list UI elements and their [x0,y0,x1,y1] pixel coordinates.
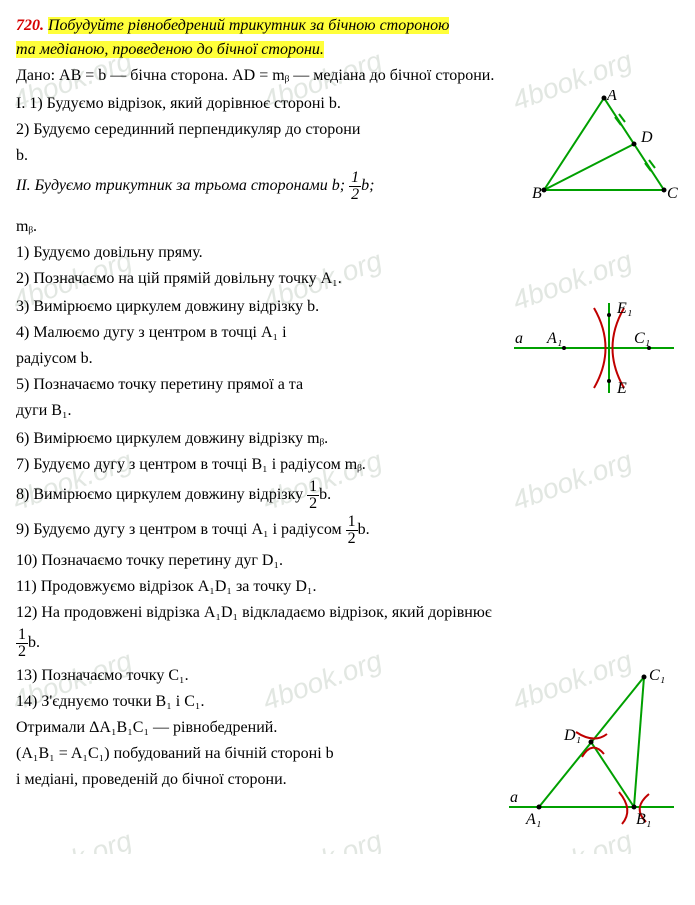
p2-s12a: 12) На продовжені відрізка A₁D₁ відклада… [16,601,679,625]
p2-s5b: дуги B₁. [16,399,503,423]
p2-s7: 7) Будуємо дугу з центром в точці B₁ і р… [16,453,679,477]
p2-s8: 8) Вимірюємо циркулем довжину відрізку 1… [16,479,679,512]
figure-2: a A₁ C₁ E₁ E [509,293,679,411]
figure-3: a A₁ B₁ C₁ D₁ [504,662,679,840]
p2-s9: 9) Будуємо дугу з центром в точці A₁ і р… [16,514,679,547]
fig2-E1: E₁ [616,300,632,317]
fig1-D: D [640,129,653,146]
p2-s4a: 4) Малюємо дугу з центром в точці A₁ і [16,321,503,345]
p2-heading-b: b; [361,177,374,194]
p2-s2: 2) Позначаємо на цій прямій довільну точ… [16,267,679,291]
p2-s8b: b. [319,486,331,503]
p2-res2: (A₁B₁ = A₁C₁) побудований на бічній стор… [16,742,498,766]
p1-step2b: b. [16,144,523,168]
fig3-C1: C₁ [649,667,665,684]
fig3-A1: A₁ [525,811,541,828]
fig1-C: C [667,185,678,202]
p2-s4b: радіусом b. [16,347,503,371]
p2-s14: 14) З'єднуємо точки B₁ і C₁. [16,690,498,714]
p2-s8a: 8) Вимірюємо циркулем довжину відрізку [16,486,307,503]
p2-s9b: b. [358,521,370,538]
p2-res1: Отримали ΔA₁B₁C₁ — рівнобедрений. [16,716,498,740]
p1-step1: I. 1) Будуємо відрізок, який дорівнює ст… [16,92,523,116]
fig3-a: a [510,789,518,806]
p2-s10: 10) Позначаємо точку перетину дуг D₁. [16,549,679,573]
problem-title-1: Побудуйте рівнобедрений трикутник за біч… [48,17,449,34]
p2-mb: mᵦ. [16,215,679,239]
p2-s11: 11) Продовжуємо відрізок A₁D₁ за точку D… [16,575,679,599]
fig3-B1: B₁ [636,811,651,828]
fig2-E: E [616,380,627,397]
p2-s9a: 9) Будуємо дугу з центром в точці A₁ і р… [16,521,346,538]
p2-s5a: 5) Позначаємо точку перетину прямої a та [16,373,503,397]
given-text: Дано: AB = b — бічна сторона. AD = mᵦ — … [16,64,679,88]
page-content: 720. Побудуйте рівнобедрений трикутник з… [16,14,679,840]
p2-res3: і медіані, проведеній до бічної сторони. [16,768,498,792]
p2-s3: 3) Вимірюємо циркулем довжину відрізку b… [16,295,503,319]
fig2-a: a [515,330,523,347]
fig3-D1: D₁ [563,727,581,744]
figure-1: A B C D [529,90,679,213]
fig1-A: A [606,90,617,104]
p2-s13: 13) Позначаємо точку C₁. [16,664,498,688]
p2-s1: 1) Будуємо довільну пряму. [16,241,679,265]
p2-heading-a: II. Будуємо трикутник за трьома сторонам… [16,177,349,194]
fig2-C1: C₁ [634,330,650,347]
problem-heading: 720. Побудуйте рівнобедрений трикутник з… [16,14,679,62]
fig1-B: B [532,185,542,202]
p2-s6: 6) Вимірюємо циркулем довжину відрізку m… [16,427,679,451]
problem-title-2: та медіаною, проведеною до бічної сторон… [16,41,324,58]
p2-heading: II. Будуємо трикутник за трьома сторонам… [16,170,523,203]
p1-step2a: 2) Будуємо серединний перпендикуляр до с… [16,118,523,142]
problem-number: 720. [16,17,44,34]
p2-s12b: 12b. [16,627,679,660]
p2-s12b-txt: b. [28,634,40,651]
fig2-A1: A₁ [546,330,562,347]
